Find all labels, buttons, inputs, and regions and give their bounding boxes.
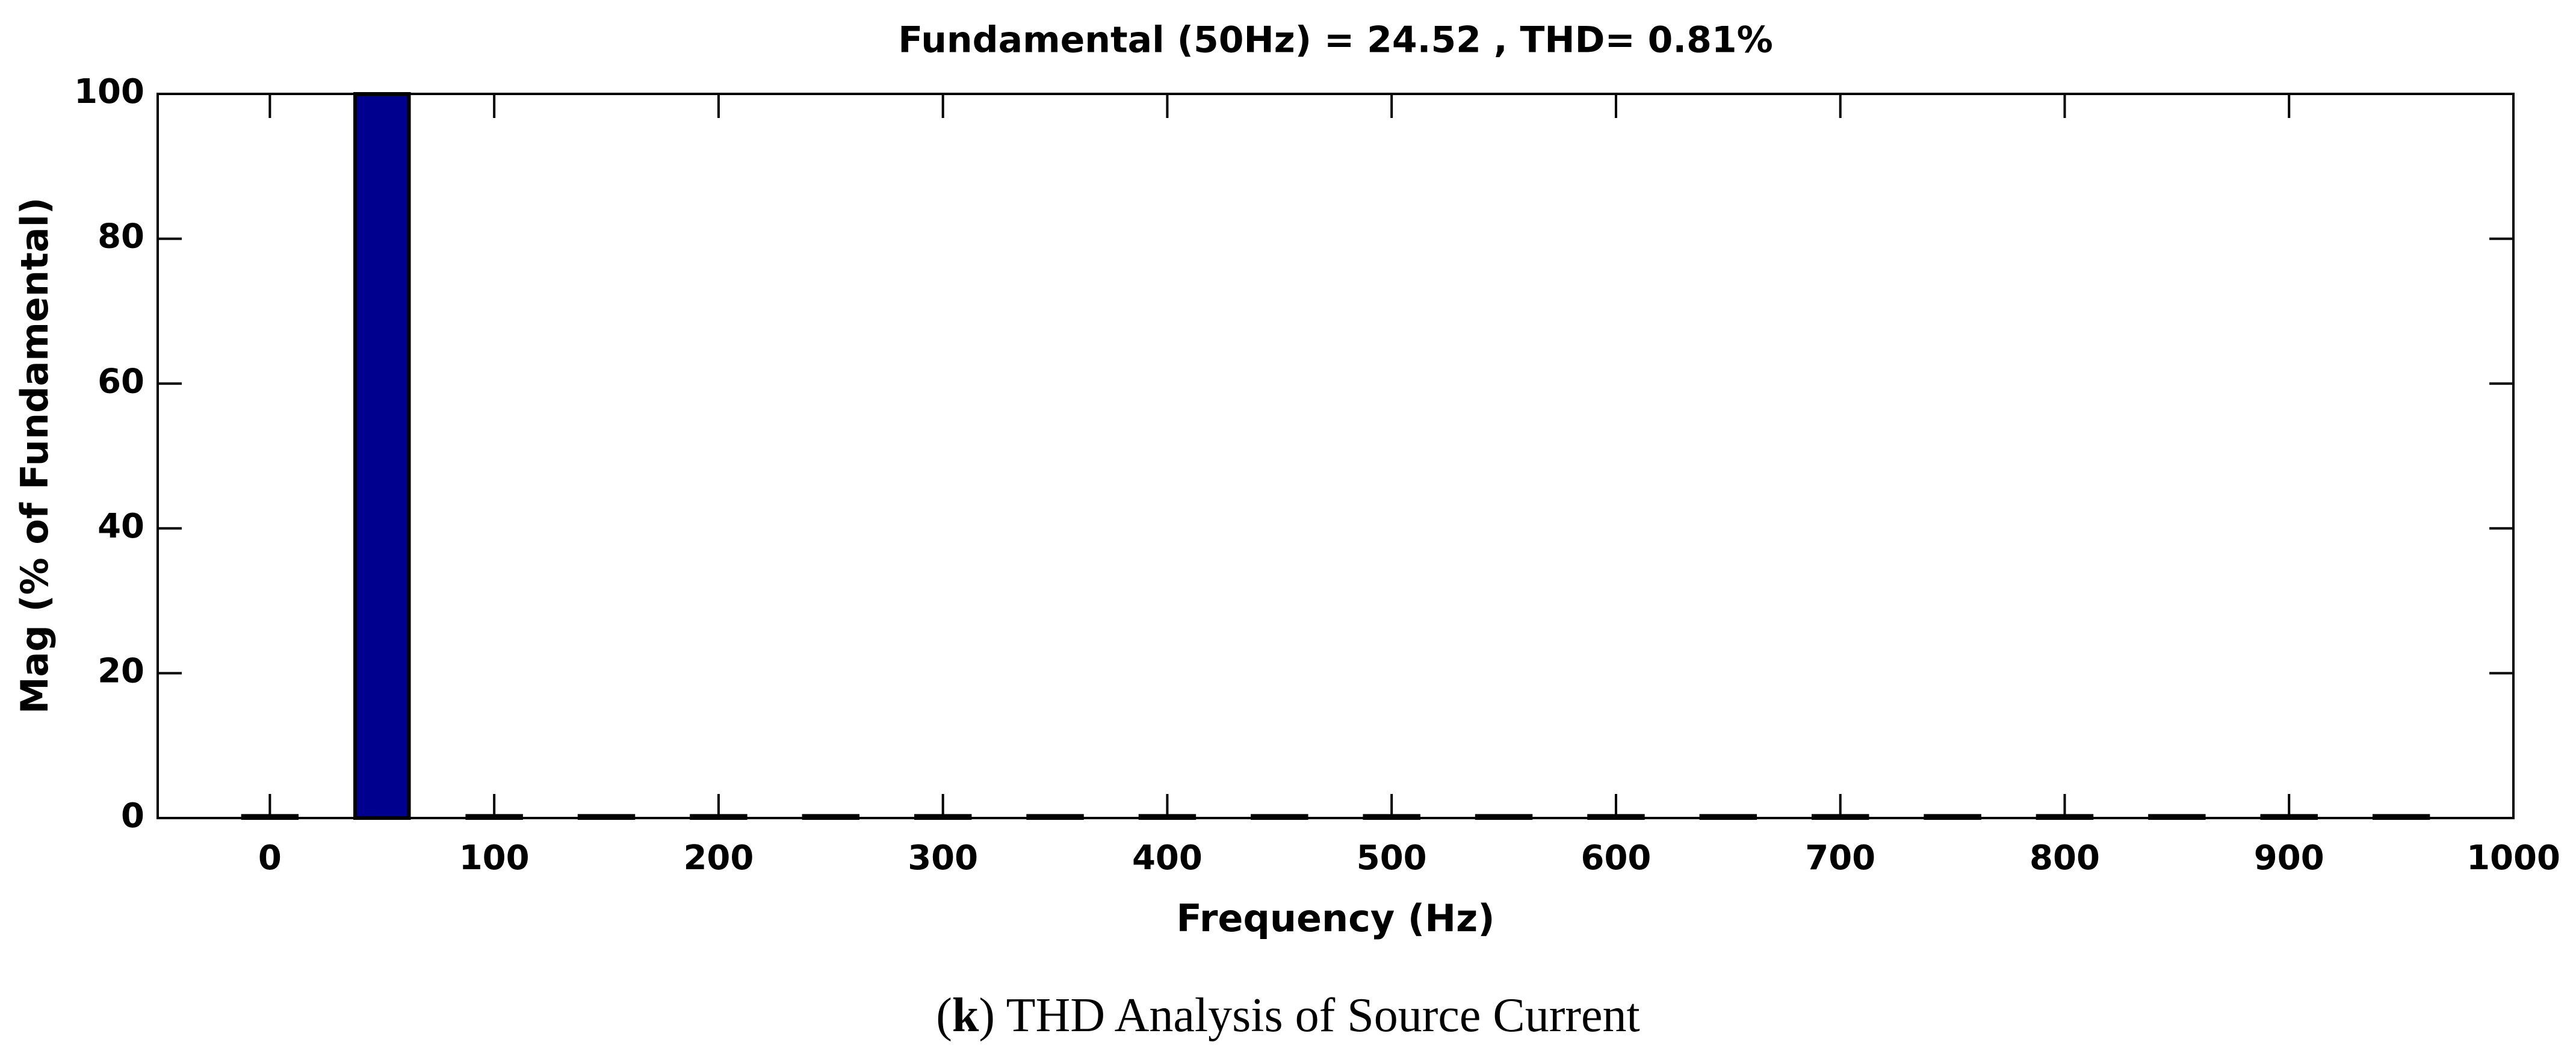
y-tick-label: 20	[98, 652, 144, 691]
y-axis-label: Mag (% of Fundamental)	[13, 197, 57, 714]
x-tick-label: 500	[1357, 839, 1427, 878]
y-tick-label: 60	[98, 362, 144, 401]
x-tick-label: 800	[2030, 839, 2100, 878]
x-tick-label: 400	[1132, 839, 1203, 878]
y-tick-label: 80	[98, 217, 144, 256]
bar	[353, 92, 411, 820]
x-tick-label: 200	[683, 839, 754, 878]
x-tick-label: 1000	[2466, 839, 2560, 878]
x-tick-label: 600	[1581, 839, 1651, 878]
x-tick-label: 0	[258, 839, 282, 878]
x-tick-label: 100	[459, 839, 530, 878]
caption-label: k	[952, 989, 979, 1042]
y-tick-label: 40	[98, 507, 144, 546]
caption-part: ) THD Analysis of Source Current	[979, 989, 1639, 1042]
x-axis-label: Frequency (Hz)	[1176, 896, 1494, 940]
y-tick-label: 0	[121, 796, 144, 836]
y-tick-label: 100	[74, 72, 144, 111]
caption-part: (	[936, 989, 952, 1042]
chart-title: Fundamental (50Hz) = 24.52 , THD= 0.81%	[898, 19, 1773, 61]
x-tick-label: 300	[908, 839, 978, 878]
caption: (k) THD Analysis of Source Current	[936, 989, 1640, 1042]
x-tick-label: 700	[1805, 839, 1875, 878]
x-tick-label: 900	[2254, 839, 2324, 878]
plot-frame	[156, 93, 2515, 819]
